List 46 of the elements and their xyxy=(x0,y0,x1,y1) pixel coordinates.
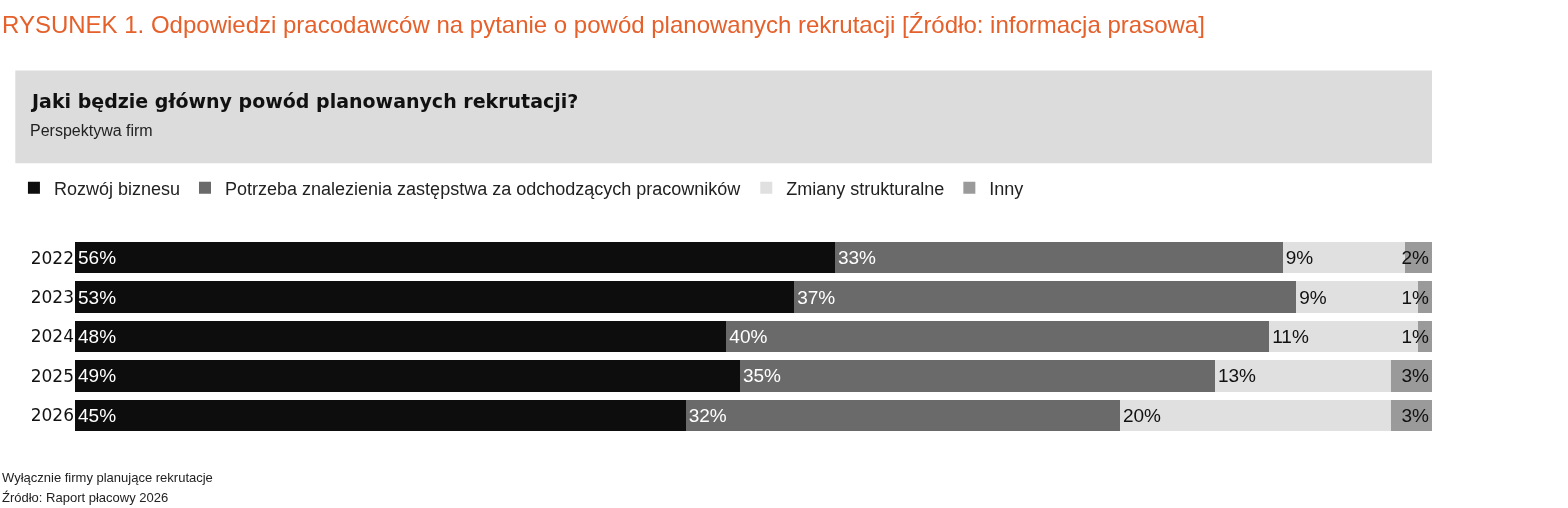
legend-label: Inny xyxy=(989,178,1024,199)
y-tick-label: 2022 xyxy=(30,247,74,268)
bar xyxy=(75,320,727,353)
data-label: 9% xyxy=(1299,286,1327,308)
y-tick-label: 2026 xyxy=(30,405,74,426)
data-label: 45% xyxy=(78,404,117,426)
legend-label: Zmiany strukturalne xyxy=(786,178,945,199)
text: Wyłącznie firmy planujące rekrutacje xyxy=(2,470,213,485)
data-label: 40% xyxy=(729,326,768,347)
data-label: 53% xyxy=(78,286,117,308)
chart-subtitle: Jaki będzie główny powód planowanych rekrutacji? xyxy=(30,90,579,112)
chart-title: RYSUNEK 1. Odpowiedzi pracodawców na pytanie o powód planowanych rekrutacji [Źródło: informacja prasowa] xyxy=(2,11,1205,38)
bar xyxy=(1214,360,1392,392)
legend-label: Rozwój biznesu xyxy=(53,178,180,199)
bar xyxy=(726,320,1270,353)
text: Perspektywa firm xyxy=(30,122,153,139)
data-label: 32% xyxy=(688,404,727,426)
bar xyxy=(1119,399,1392,432)
data-label: 1% xyxy=(1401,286,1429,308)
data-label: 48% xyxy=(78,326,117,347)
bar xyxy=(794,281,1297,313)
data-label: 3% xyxy=(1401,365,1429,387)
bar xyxy=(685,399,1120,432)
data-label: 9% xyxy=(1285,247,1314,269)
text: Źródło: Raport płacowy 2026 xyxy=(2,490,169,505)
data-label: 49% xyxy=(78,365,117,387)
y-tick-label: 2023 xyxy=(30,287,74,308)
data-label: 11% xyxy=(1272,326,1309,347)
y-tick-label: 2025 xyxy=(30,365,74,386)
data-label: 56% xyxy=(78,247,117,269)
data-label: 33% xyxy=(837,247,877,269)
data-label: 13% xyxy=(1217,365,1257,387)
data-label: 35% xyxy=(742,365,782,387)
bar xyxy=(834,241,1283,274)
data-label: 1% xyxy=(1401,326,1429,347)
bar xyxy=(75,360,740,392)
legend-label: Potrzeba znalezienia zastępstwa za odchodzących pracowników xyxy=(225,178,742,199)
data-label: 37% xyxy=(797,286,836,308)
bar xyxy=(75,241,835,274)
data-label: 20% xyxy=(1122,404,1162,426)
bar xyxy=(75,399,686,432)
bar xyxy=(75,281,795,313)
data-label: 2% xyxy=(1401,247,1429,269)
data-label: 3% xyxy=(1401,404,1429,426)
bar xyxy=(739,360,1215,392)
y-tick-label: 2024 xyxy=(30,326,74,347)
